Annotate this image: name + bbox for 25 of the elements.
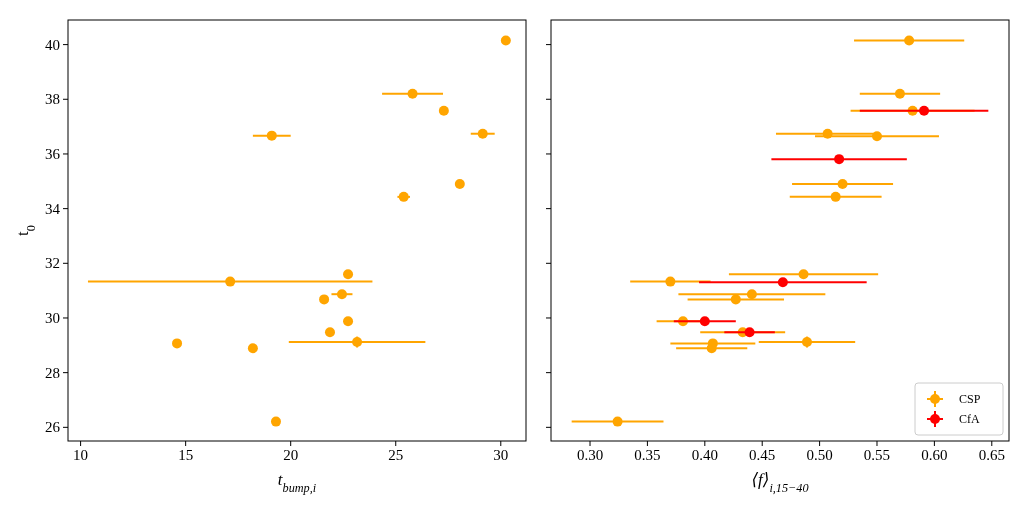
x-tick-label: 0.55: [863, 447, 891, 463]
x-tick-label: 0.65: [978, 447, 1005, 463]
x-tick-label: 0.45: [749, 447, 776, 463]
y-tick-label: 28: [45, 364, 60, 381]
y-tick-label: 40: [45, 36, 60, 53]
x-tick-label: 0.35: [634, 447, 661, 463]
x-tick-label: 15: [178, 447, 194, 463]
x-tick-label: 0.50: [806, 447, 833, 463]
x-axis-title: t$_{bump,i}$: [277, 470, 317, 495]
x-tick-label: 0.60: [921, 447, 948, 463]
x-tick-label: 0.30: [576, 447, 604, 463]
y-tick-label: 34: [45, 200, 61, 217]
legend-label: CfA: [959, 412, 980, 426]
x-tick-label: 30: [493, 447, 509, 463]
x-tick-label: 25: [388, 447, 404, 463]
x-tick-label: 10: [73, 447, 89, 463]
x-tick-label: 0.40: [691, 447, 718, 463]
y-tick-label: 38: [45, 91, 60, 108]
x-axis-title: ⟨f⟩$_{i,15−40}$: [751, 470, 809, 495]
y-tick-label: 30: [45, 309, 60, 326]
legend-label: CSP: [959, 392, 981, 406]
y-tick-label: 36: [45, 145, 61, 162]
y-tick-label: 26: [45, 419, 61, 436]
x-tick-label: 20: [283, 447, 299, 463]
y-tick-label: 32: [45, 255, 60, 272]
